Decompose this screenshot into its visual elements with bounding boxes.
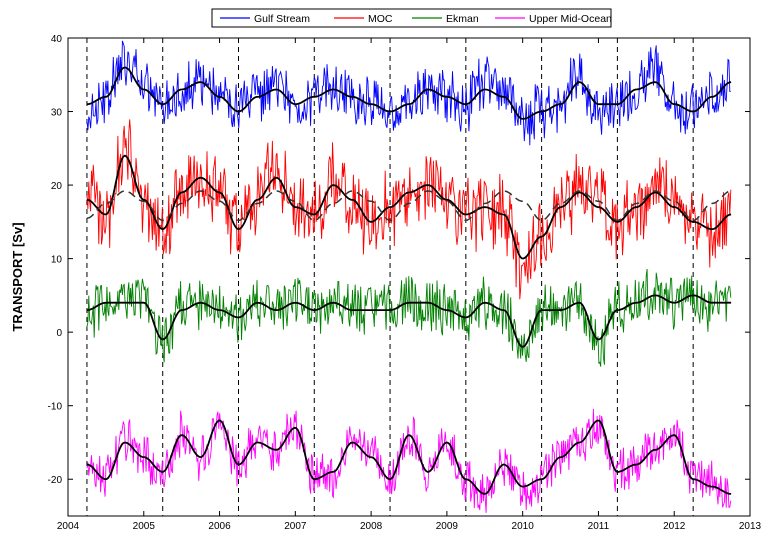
smoothed-line-moc xyxy=(86,154,732,260)
legend: Gulf Stream MOC Ekman Upper Mid-Ocean xyxy=(211,8,612,28)
series-line-moc xyxy=(86,119,732,300)
x-tick-label: 2004 xyxy=(57,521,80,532)
y-axis-label: TRANSPORT [Sv] xyxy=(10,222,25,331)
legend-label: Upper Mid-Ocean xyxy=(529,13,612,25)
legend-label: Gulf Stream xyxy=(254,13,310,25)
x-tick-label: 2007 xyxy=(284,521,307,532)
y-tick-label: -20 xyxy=(48,475,63,486)
smoothed-line-upper-mid-ocean xyxy=(86,419,732,495)
series-line-upper-mid-ocean xyxy=(86,408,732,513)
y-tick-label: 20 xyxy=(51,181,63,192)
y-tick-label: 0 xyxy=(56,328,62,339)
x-tick-label: 2013 xyxy=(739,521,762,532)
series-line-gulf-stream xyxy=(86,40,731,146)
x-tick-label: 2009 xyxy=(436,521,459,532)
x-tick-label: 2011 xyxy=(588,521,610,532)
y-tick-label: 30 xyxy=(51,108,63,119)
x-tick-label: 2010 xyxy=(512,521,535,532)
x-tick-label: 2006 xyxy=(208,521,231,532)
y-tick-label: 10 xyxy=(51,255,63,266)
smoothed-line-gulf-stream xyxy=(86,66,732,120)
axes-frame xyxy=(67,37,751,517)
legend-label: Ekman xyxy=(446,13,479,25)
seasonal-line-moc xyxy=(86,190,732,222)
smoothed-line-ekman xyxy=(86,294,732,348)
x-tick-label: 2005 xyxy=(133,521,156,532)
x-tick-label: 2008 xyxy=(360,521,383,532)
axes: 2004 2005 2006 2007 2008 2009 2010 2011 2012 2013… xyxy=(48,34,762,532)
plot-area xyxy=(86,38,732,516)
legend-box xyxy=(211,8,612,28)
x-tick-label: 2012 xyxy=(663,521,686,532)
legend-label: MOC xyxy=(368,13,393,25)
plot-clip-group xyxy=(86,38,732,516)
y-tick-label: -10 xyxy=(48,402,63,413)
y-tick-label: 40 xyxy=(51,34,63,45)
series-line-ekman xyxy=(86,268,732,367)
